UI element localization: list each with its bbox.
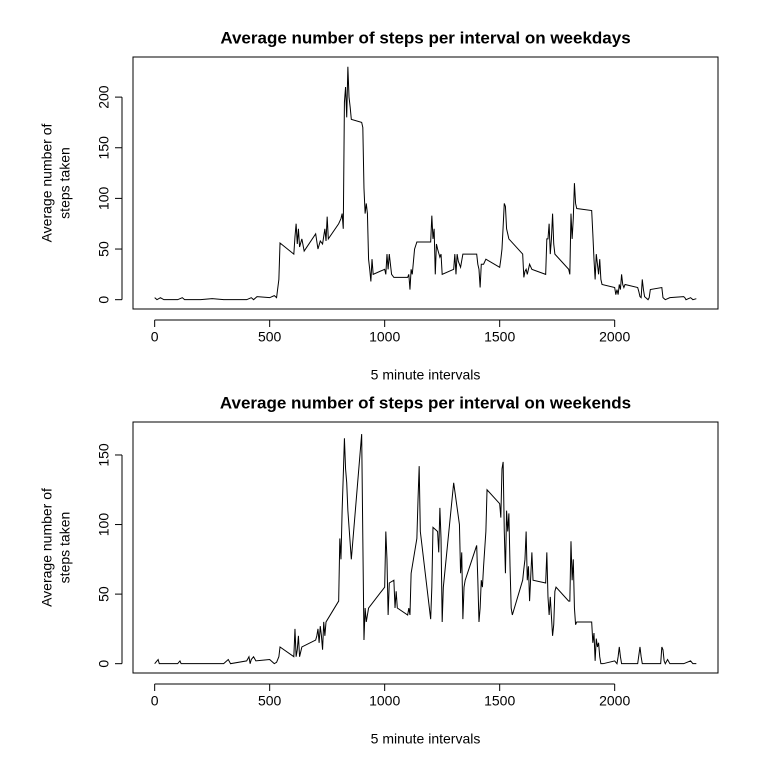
x-tick-label: 1000 (369, 693, 400, 709)
y-tick-label: 150 (96, 136, 112, 160)
y-axis-label: Average number of (39, 488, 55, 607)
chart-title: Average number of steps per interval on … (220, 393, 631, 412)
chart: Average number of steps per interval on … (39, 393, 719, 747)
data-line (154, 434, 697, 665)
x-tick-label: 500 (258, 693, 282, 709)
y-tick-label: 50 (96, 241, 112, 257)
x-tick-label: 0 (151, 693, 159, 709)
y-tick-label: 100 (96, 187, 112, 211)
y-tick-label: 100 (96, 513, 112, 537)
x-axis-label: 5 minute intervals (371, 731, 481, 747)
x-tick-label: 0 (151, 329, 159, 345)
x-axis-label: 5 minute intervals (371, 367, 481, 383)
y-tick-label: 200 (96, 85, 112, 109)
x-tick-label: 1500 (484, 693, 515, 709)
y-tick-label: 0 (96, 660, 112, 668)
x-tick-label: 1500 (484, 329, 515, 345)
x-tick-label: 500 (258, 329, 282, 345)
y-axis-label: steps taken (57, 512, 73, 584)
y-tick-label: 50 (96, 586, 112, 602)
y-axis-label: steps taken (57, 147, 73, 219)
x-tick-label: 1000 (369, 329, 400, 345)
chart-title: Average number of steps per interval on … (220, 28, 630, 47)
y-tick-label: 0 (96, 296, 112, 304)
plot-frame (132, 421, 719, 674)
data-line (154, 66, 697, 301)
y-tick-label: 150 (96, 443, 112, 467)
chart: Average number of steps per interval on … (39, 28, 719, 383)
y-axis-label: Average number of (39, 123, 55, 242)
x-tick-label: 2000 (599, 693, 630, 709)
x-tick-label: 2000 (599, 329, 630, 345)
plot-frame (132, 56, 719, 310)
